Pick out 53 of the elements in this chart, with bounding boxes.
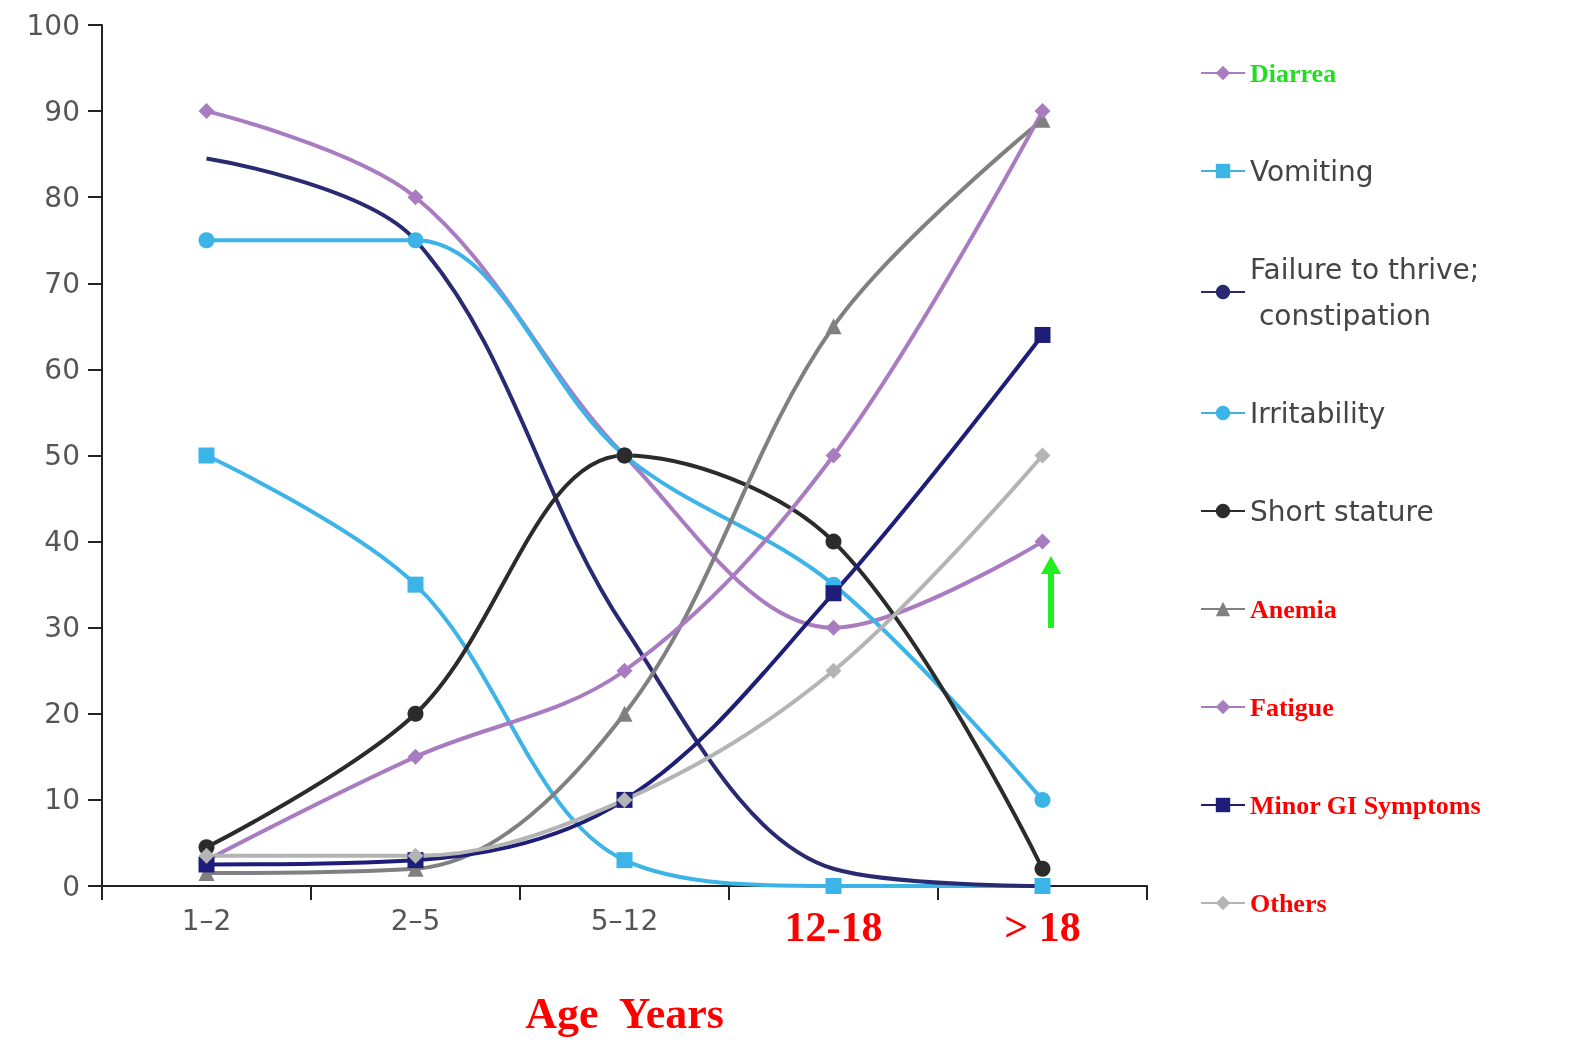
y-tick-label: 100 — [26, 8, 80, 42]
point — [825, 878, 842, 894]
y-tick-label: 40 — [44, 525, 80, 559]
point — [1034, 326, 1051, 343]
point — [616, 852, 633, 869]
point — [825, 318, 842, 335]
legend-label: Minor GI Symptoms — [1250, 790, 1481, 820]
point — [1034, 791, 1051, 808]
y-tick-label: 80 — [44, 180, 80, 214]
point — [616, 662, 633, 679]
point — [407, 576, 424, 593]
y-tick-label: 30 — [44, 611, 80, 645]
legend-label: Diarrea — [1250, 58, 1337, 88]
point — [1034, 447, 1051, 464]
point — [407, 232, 424, 249]
point — [198, 103, 215, 120]
point — [1034, 533, 1051, 550]
y-tick-label: 50 — [44, 439, 80, 472]
legend-label: Others — [1250, 888, 1327, 918]
y-tick-label: 0 — [62, 869, 80, 903]
legend-label: Fatigue — [1250, 692, 1334, 722]
point — [198, 447, 215, 464]
point — [1034, 860, 1051, 877]
x-axis-title: Age Years — [525, 988, 724, 1038]
legend-label: Failure to thrive; constipation — [1250, 252, 1480, 332]
point — [198, 847, 215, 864]
point — [825, 447, 842, 464]
point — [1034, 878, 1051, 894]
legend-label: Short stature — [1250, 494, 1434, 528]
point — [825, 662, 842, 679]
legend-label: Vomiting — [1250, 154, 1374, 188]
legend-label: Anemia — [1250, 594, 1337, 624]
point — [407, 847, 424, 864]
legend-label: Irritability — [1250, 396, 1386, 430]
point — [198, 232, 215, 249]
y-tick-label: 10 — [44, 783, 80, 817]
y-tick-label: 90 — [44, 94, 80, 128]
point — [407, 748, 424, 765]
x-tick-label: > 18 — [1004, 904, 1081, 950]
x-tick-label: 1–2 — [181, 903, 232, 937]
point — [407, 705, 424, 722]
x-tick-label: 5–12 — [590, 903, 659, 937]
y-tick-label: 20 — [44, 697, 80, 731]
y-tick-label: 60 — [44, 352, 80, 386]
x-tick-label: 2–5 — [390, 903, 441, 937]
point — [825, 533, 842, 550]
x-tick-label: 12-18 — [784, 904, 883, 950]
point — [825, 619, 842, 636]
point — [1034, 103, 1051, 120]
point — [407, 189, 424, 206]
point — [616, 705, 633, 722]
y-tick-label: 70 — [44, 266, 80, 300]
point — [825, 585, 842, 602]
